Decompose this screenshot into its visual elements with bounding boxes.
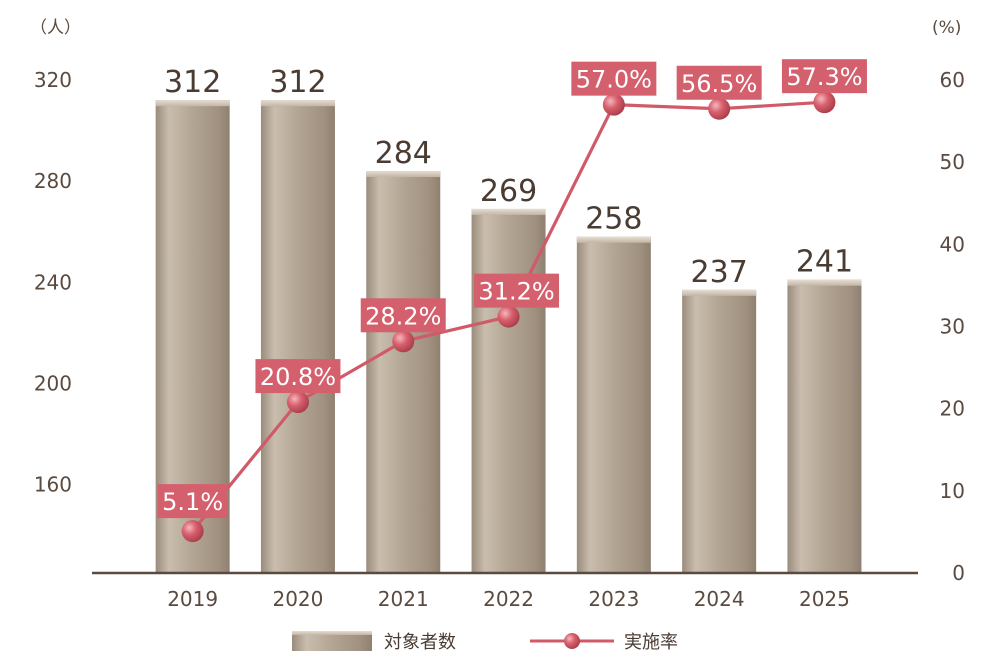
bar-top-bevel xyxy=(471,208,546,215)
left-tick-label: 320 xyxy=(34,68,72,92)
line-value-label-box xyxy=(255,359,341,394)
bar xyxy=(682,289,757,573)
right-tick-label: 30 xyxy=(940,315,965,339)
legend-item-line: 実施率 xyxy=(530,632,678,653)
right-tick-label: 60 xyxy=(940,68,965,92)
right-tick-label: 10 xyxy=(940,479,965,503)
line-point xyxy=(602,93,625,116)
left-axis: 160 200 240 280 320 xyxy=(34,68,72,497)
line-value-label: 20.8% xyxy=(260,363,336,391)
line-value-label: 57.0% xyxy=(576,66,652,94)
bar-value-label: 312 xyxy=(164,65,221,100)
left-tick-label: 240 xyxy=(34,270,72,294)
line-series xyxy=(181,91,836,543)
x-tick-label: 2021 xyxy=(378,587,429,611)
x-tick-label: 2025 xyxy=(799,587,850,611)
line-value-label: 28.2% xyxy=(365,302,441,330)
line-value-label-box xyxy=(157,484,228,519)
line-value-label: 57.3% xyxy=(786,63,862,91)
right-tick-label: 0 xyxy=(952,561,965,585)
bar-value-label: 237 xyxy=(691,255,748,290)
legend-bar-swatch-top xyxy=(292,631,372,635)
bar-top-bevel xyxy=(787,279,862,286)
bar-value-label: 284 xyxy=(375,136,432,171)
x-tick-label: 2024 xyxy=(694,587,745,611)
line-point xyxy=(708,97,731,120)
x-tick-label: 2020 xyxy=(272,587,323,611)
bar-value-labels: 312 312 284 269 258 237 241 xyxy=(164,65,853,290)
line-value-label-box xyxy=(360,298,446,333)
left-axis-unit: （人） xyxy=(30,18,81,38)
left-tick-label: 200 xyxy=(34,371,72,395)
left-tick-label: 280 xyxy=(34,169,72,193)
bar-top-bevel xyxy=(576,236,651,243)
bar-value-label: 269 xyxy=(480,174,537,209)
bar-top-bevel xyxy=(682,289,757,296)
bar-value-label: 258 xyxy=(585,202,642,237)
line-value-label: 31.2% xyxy=(478,278,554,306)
bar-series xyxy=(155,100,862,573)
line-value-label: 56.5% xyxy=(681,70,757,98)
bar-top-bevel xyxy=(366,171,441,178)
line-point xyxy=(286,391,309,414)
legend-item-bar: 対象者数 xyxy=(292,631,456,653)
legend-bar-label: 対象者数 xyxy=(384,632,456,653)
line-value-label: 5.1% xyxy=(162,488,223,516)
line-point xyxy=(497,305,520,328)
legend: 対象者数 実施率 xyxy=(292,631,678,653)
legend-bar-swatch xyxy=(292,631,372,651)
right-axis: 0 10 20 30 40 50 60 xyxy=(940,68,965,585)
bar-value-label: 241 xyxy=(796,245,853,280)
line-value-label-box xyxy=(781,59,867,94)
x-tick-label: 2019 xyxy=(167,587,218,611)
x-axis: 2019 2020 2021 2022 2023 2024 2025 xyxy=(167,587,850,611)
legend-line-label: 実施率 xyxy=(624,632,678,653)
line-value-label-box xyxy=(474,273,560,308)
bar xyxy=(260,100,335,573)
x-tick-label: 2022 xyxy=(483,587,534,611)
line-value-label-box xyxy=(571,61,657,96)
bar xyxy=(576,236,651,573)
right-tick-label: 50 xyxy=(940,150,965,174)
right-axis-unit: (%) xyxy=(932,18,961,38)
bar xyxy=(366,171,441,573)
line-value-label-box xyxy=(676,65,762,100)
bar-top-bevel xyxy=(155,100,230,107)
bar xyxy=(787,279,862,573)
legend-line-marker xyxy=(564,633,580,649)
right-tick-label: 20 xyxy=(940,397,965,421)
line-point xyxy=(813,91,836,114)
bar-value-label: 312 xyxy=(269,65,326,100)
x-tick-label: 2023 xyxy=(588,587,639,611)
right-tick-label: 40 xyxy=(940,232,965,256)
line-value-labels: 5.1% 20.8% 28.2% 31.2% 57.0% 56.5% 57.3% xyxy=(157,59,867,519)
left-tick-label: 160 xyxy=(34,473,72,497)
line-point xyxy=(392,330,415,353)
bar-top-bevel xyxy=(260,100,335,107)
line-point xyxy=(181,520,204,543)
